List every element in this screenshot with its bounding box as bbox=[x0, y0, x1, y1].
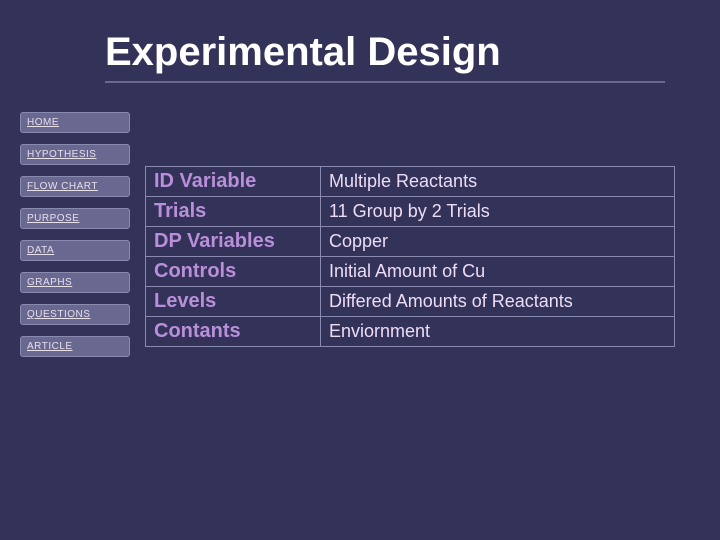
table-row: Trials 11 Group by 2 Trials bbox=[146, 197, 675, 227]
table-label: Controls bbox=[146, 257, 321, 287]
table-value: Enviornment bbox=[321, 317, 675, 347]
table-row: Levels Differed Amounts of Reactants bbox=[146, 287, 675, 317]
table-value: Initial Amount of Cu bbox=[321, 257, 675, 287]
nav-sidebar: HOME HYPOTHESIS FLOW CHART PURPOSE DATA … bbox=[20, 112, 130, 357]
nav-label: GRAPHS bbox=[27, 277, 72, 288]
table-label: ID Variable bbox=[146, 167, 321, 197]
nav-label: QUESTIONS bbox=[27, 309, 90, 320]
design-table: ID Variable Multiple Reactants Trials 11… bbox=[145, 166, 675, 347]
nav-label: DATA bbox=[27, 245, 54, 256]
table-row: Controls Initial Amount of Cu bbox=[146, 257, 675, 287]
table-row: Contants Enviornment bbox=[146, 317, 675, 347]
nav-graphs[interactable]: GRAPHS bbox=[20, 272, 130, 293]
table-value: Copper bbox=[321, 227, 675, 257]
title-underline bbox=[105, 81, 665, 83]
nav-label: PURPOSE bbox=[27, 213, 79, 224]
nav-data[interactable]: DATA bbox=[20, 240, 130, 261]
nav-home[interactable]: HOME bbox=[20, 112, 130, 133]
table-value: Differed Amounts of Reactants bbox=[321, 287, 675, 317]
page-title: Experimental Design bbox=[105, 30, 680, 75]
nav-label: FLOW CHART bbox=[27, 181, 98, 192]
nav-hypothesis[interactable]: HYPOTHESIS bbox=[20, 144, 130, 165]
nav-label: ARTICLE bbox=[27, 341, 73, 352]
table-value: 11 Group by 2 Trials bbox=[321, 197, 675, 227]
table-label: DP Variables bbox=[146, 227, 321, 257]
nav-label: HYPOTHESIS bbox=[27, 149, 96, 160]
table-row: ID Variable Multiple Reactants bbox=[146, 167, 675, 197]
table-value: Multiple Reactants bbox=[321, 167, 675, 197]
nav-questions[interactable]: QUESTIONS bbox=[20, 304, 130, 325]
nav-article[interactable]: ARTICLE bbox=[20, 336, 130, 357]
table-label: Trials bbox=[146, 197, 321, 227]
nav-flowchart[interactable]: FLOW CHART bbox=[20, 176, 130, 197]
table-label: Contants bbox=[146, 317, 321, 347]
table-row: DP Variables Copper bbox=[146, 227, 675, 257]
title-area: Experimental Design bbox=[105, 30, 680, 83]
nav-label: HOME bbox=[27, 117, 59, 128]
table-label: Levels bbox=[146, 287, 321, 317]
nav-purpose[interactable]: PURPOSE bbox=[20, 208, 130, 229]
